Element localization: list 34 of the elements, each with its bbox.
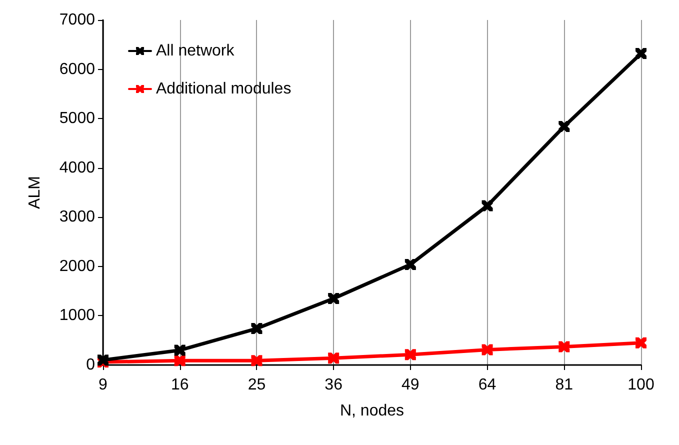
point <box>636 48 646 60</box>
point <box>251 355 262 366</box>
x-axis-title: N, nodes <box>340 402 404 420</box>
x-tick-label: 100 <box>628 376 654 394</box>
x-tick-label: 64 <box>478 376 496 394</box>
x-tick-label: 25 <box>248 376 266 394</box>
x-tick-label: 36 <box>324 376 343 394</box>
y-tick-label: 6000 <box>59 60 96 78</box>
x-tick-label: 16 <box>170 376 189 394</box>
point <box>328 352 340 364</box>
point <box>558 120 570 132</box>
y-tick-label: 5000 <box>59 110 96 128</box>
point <box>174 344 186 356</box>
y-tick-label: 4000 <box>59 159 96 176</box>
x-tick-label: 9 <box>98 376 108 394</box>
point <box>404 258 416 270</box>
point <box>174 355 186 366</box>
legend-label: Additional modules <box>156 80 292 98</box>
y-tick-label: 2000 <box>59 258 96 275</box>
x-tick-label: 49 <box>402 376 420 394</box>
point <box>251 323 262 334</box>
point <box>482 200 493 212</box>
y-axis-title: ALM <box>26 176 44 209</box>
point <box>636 337 646 348</box>
y-tick-label: 7000 <box>59 12 96 28</box>
point <box>482 344 493 356</box>
point <box>558 341 570 352</box>
point <box>328 292 340 304</box>
point <box>404 349 416 360</box>
x-tick-label: 81 <box>555 376 574 394</box>
y-tick-label: 0 <box>86 356 96 374</box>
y-tick-label: 3000 <box>59 208 96 226</box>
y-tick-label: 1000 <box>59 307 96 324</box>
legend-label: All network <box>156 42 236 60</box>
